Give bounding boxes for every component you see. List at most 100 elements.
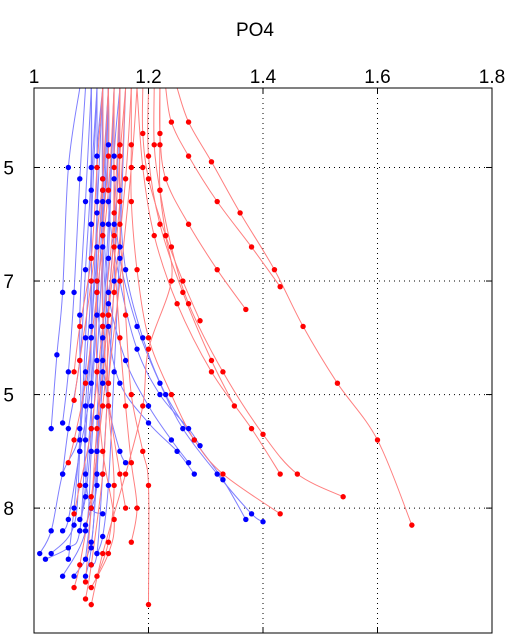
blue-data-point: [88, 539, 94, 545]
red-data-point: [168, 278, 175, 284]
blue-data-point: [100, 357, 106, 364]
blue-data-point: [174, 448, 180, 455]
red-data-point: [185, 221, 192, 227]
red-data-point: [271, 266, 278, 273]
red-data-point: [162, 232, 169, 239]
blue-data-point: [100, 533, 106, 540]
blue-data-point: [111, 153, 117, 159]
blue-data-point: [100, 511, 106, 517]
red-data-point: [220, 369, 226, 375]
red-data-point: [117, 335, 123, 341]
blue-data-point: [122, 459, 129, 466]
red-data-point: [94, 289, 100, 296]
blue-data-point: [94, 482, 100, 489]
blue-data-point: [71, 505, 77, 511]
chart-title: PO4: [236, 20, 274, 41]
red-data-point: [128, 459, 135, 466]
blue-data-point: [77, 528, 83, 534]
red-data-point: [168, 119, 175, 125]
blue-data-point: [88, 448, 94, 455]
red-data-point: [111, 164, 117, 171]
blue-profile-line: [39, 87, 92, 554]
red-data-point: [140, 164, 146, 171]
blue-data-point: [105, 255, 112, 262]
red-data-point: [105, 153, 112, 159]
blue-data-point: [88, 545, 94, 551]
blue-data-point: [88, 164, 94, 171]
blue-data-point: [105, 221, 112, 227]
red-data-point: [71, 437, 77, 443]
red-data-point: [122, 505, 129, 511]
blue-data-point: [117, 187, 123, 193]
red-data-point: [237, 210, 243, 216]
red-data-point: [197, 318, 203, 324]
red-data-point: [88, 255, 94, 262]
red-data-point: [82, 380, 89, 386]
red-data-point: [151, 232, 157, 239]
red-data-point: [185, 119, 192, 125]
blue-data-point: [94, 550, 100, 557]
blue-data-point: [111, 176, 117, 182]
blue-data-point: [82, 471, 89, 477]
red-data-point: [111, 210, 117, 216]
red-data-point: [260, 431, 266, 438]
blue-data-point: [65, 164, 72, 171]
blue-data-point: [145, 420, 152, 426]
red-data-point: [100, 176, 106, 182]
red-data-point: [128, 391, 135, 398]
red-data-point: [88, 278, 94, 284]
red-data-point: [174, 301, 180, 307]
red-data-point: [243, 306, 249, 313]
blue-data-point: [191, 471, 197, 477]
x-axis-ticks: 1 1.2 1.4 1.6 1.8: [29, 67, 505, 633]
red-data-point: [100, 187, 106, 193]
red-data-point: [151, 142, 157, 148]
red-data-point: [134, 266, 140, 273]
blue-data-point: [94, 448, 100, 455]
red-data-point: [122, 176, 129, 182]
blue-data-point: [105, 323, 112, 330]
blue-data-point: [59, 289, 66, 296]
red-data-point: [111, 232, 117, 239]
blue-data-point: [117, 380, 123, 386]
blue-data-point: [105, 198, 112, 205]
red-data-point: [100, 550, 106, 557]
red-data-point: [128, 164, 135, 171]
y-tick-label: 5: [3, 158, 14, 179]
red-data-point: [277, 471, 283, 477]
red-data-point: [180, 278, 186, 284]
x-tick-label: 1.4: [250, 67, 277, 88]
red-data-point: [140, 448, 146, 455]
red-profile-line: [141, 87, 201, 321]
blue-data-point: [145, 403, 152, 409]
red-data-point: [340, 494, 346, 500]
blue-data-point: [77, 448, 83, 455]
blue-data-point: [59, 528, 66, 534]
red-data-point: [88, 494, 94, 500]
red-data-point: [231, 403, 238, 409]
blue-data-point: [54, 352, 60, 358]
red-data-point: [105, 312, 112, 318]
blue-data-point: [65, 556, 72, 562]
x-tick-label: 1.8: [479, 67, 505, 88]
red-profile-line: [176, 87, 413, 526]
red-data-point: [88, 505, 94, 511]
blue-data-point: [94, 312, 100, 318]
red-data-point: [105, 550, 112, 557]
blue-data-point: [111, 278, 117, 284]
blue-data-point: [65, 369, 72, 375]
blue-profile-line: [50, 87, 81, 429]
blue-data-point: [94, 357, 100, 364]
blue-data-point: [82, 482, 89, 489]
red-data-point: [145, 176, 152, 182]
y-axis-ticks: 5 7 5 8: [3, 158, 492, 520]
blue-data-point: [134, 346, 140, 352]
red-data-point: [409, 522, 415, 528]
blue-data-point: [94, 153, 100, 159]
red-data-point: [145, 482, 152, 489]
blue-data-point: [168, 437, 175, 443]
profile-markers: [37, 119, 415, 608]
red-data-point: [100, 403, 106, 409]
blue-data-point: [82, 369, 89, 375]
blue-data-point: [88, 380, 94, 386]
